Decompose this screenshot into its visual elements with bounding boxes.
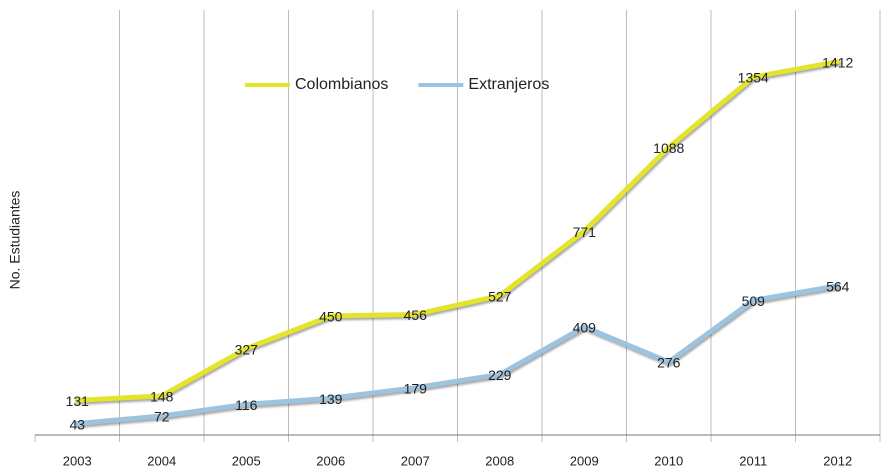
data-label: 527 [488, 288, 512, 304]
x-tick-label: 2010 [654, 453, 683, 468]
series-line [74, 283, 841, 427]
x-tick-label: 2008 [485, 453, 514, 468]
data-label: 229 [488, 367, 512, 383]
data-label: 409 [573, 320, 597, 336]
legend-label: Extranjeros [468, 76, 549, 93]
data-label: 1088 [653, 140, 684, 156]
series-line [74, 59, 841, 403]
y-axis-label: No. Estudiantes [7, 191, 23, 290]
x-tick-label: 2012 [823, 453, 852, 468]
data-label: 179 [404, 380, 428, 396]
data-label: 116 [235, 397, 258, 413]
data-label: 1412 [822, 54, 853, 70]
data-label: 43 [69, 416, 85, 432]
data-label: 1354 [738, 70, 769, 86]
data-label: 139 [319, 391, 343, 407]
data-label: 276 [657, 355, 681, 371]
data-label: 450 [319, 309, 343, 325]
data-label: 148 [150, 389, 174, 405]
x-tick-label: 2005 [232, 453, 261, 468]
data-label: 771 [573, 224, 597, 240]
data-label: 456 [404, 307, 428, 323]
data-label: 327 [235, 341, 259, 357]
data-label: 131 [66, 393, 90, 409]
x-tick-label: 2007 [401, 453, 430, 468]
x-tick-label: 2009 [570, 453, 599, 468]
x-tick-label: 2011 [739, 453, 767, 468]
x-tick-label: 2004 [147, 453, 176, 468]
data-label: 509 [742, 293, 766, 309]
data-label: 72 [154, 409, 170, 425]
legend-label: Colombianos [295, 76, 388, 93]
data-label: 564 [826, 279, 850, 295]
x-tick-label: 2006 [316, 453, 345, 468]
x-tick-label: 2003 [63, 453, 92, 468]
